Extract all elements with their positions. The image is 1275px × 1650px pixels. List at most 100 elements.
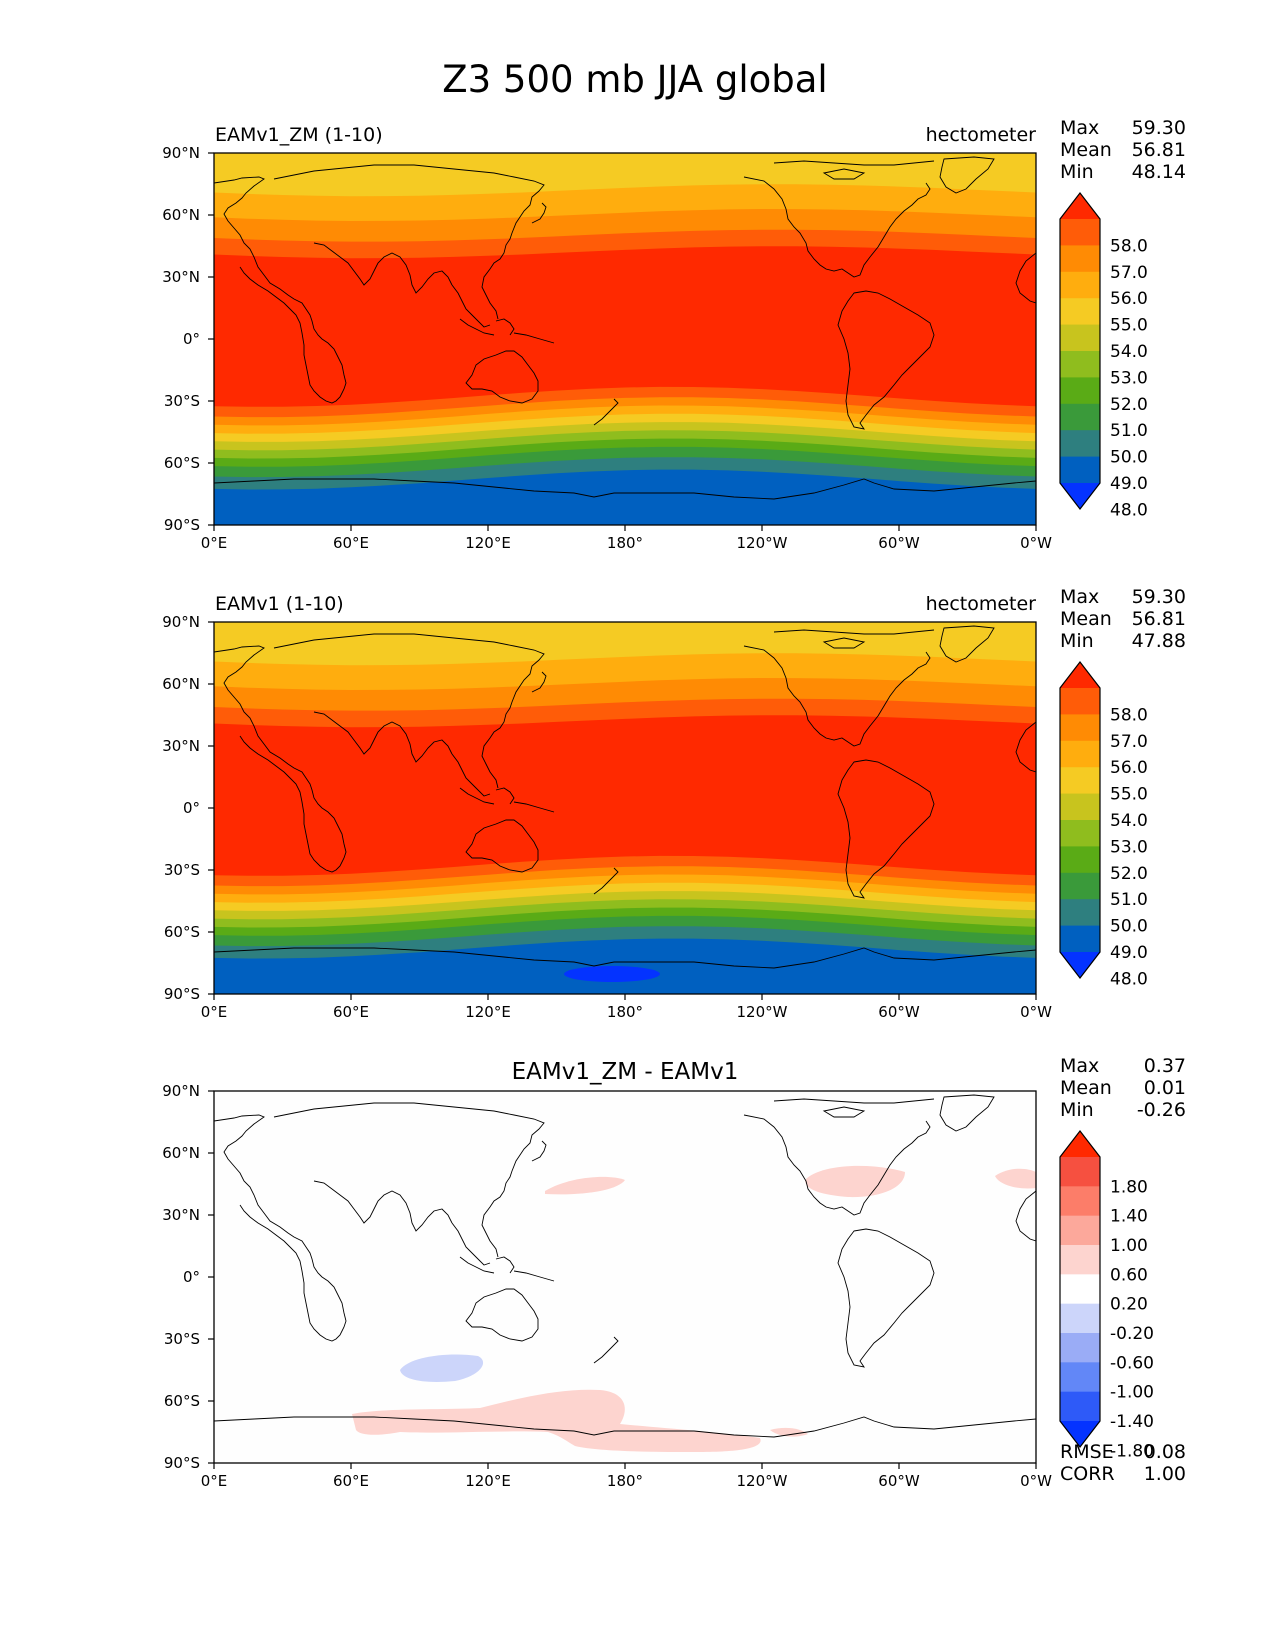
figure-title: Z3 500 mb JJA global xyxy=(442,58,827,101)
panel-2: EAMv1 (1-10) hectometer 90°N 60°N 30°N 0° 30… xyxy=(162,586,1186,1021)
lat-tick-label: 60°N xyxy=(162,675,200,693)
lat-tick-label: 30°S xyxy=(164,1330,200,1348)
colorbar-segment xyxy=(1060,846,1100,874)
stat-label: Max xyxy=(1060,586,1099,608)
colorbar-label: 56.0 xyxy=(1110,289,1148,309)
lat-tick-label: 60°S xyxy=(164,923,200,941)
colorbar-label: 53.0 xyxy=(1110,837,1148,857)
colorbar-segment xyxy=(1060,351,1100,378)
lon-tick-label: 60°E xyxy=(333,1472,369,1490)
panel-3-background xyxy=(214,1091,1036,1463)
colorbar-label: 50.0 xyxy=(1110,917,1148,937)
panel-1-bands xyxy=(214,153,1036,525)
colorbar-segment xyxy=(1060,219,1100,246)
lon-tick-label: 0°E xyxy=(201,1003,228,1021)
colorbar-label: 1.80 xyxy=(1110,1177,1148,1197)
panel-3-stats: Max Mean Min 0.37 0.01 -0.26 xyxy=(1060,1055,1186,1121)
panel-2-low-minimum xyxy=(564,966,660,982)
stat-label: Mean xyxy=(1060,608,1112,630)
panel-1-colorbar: 58.0 57.0 56.0 55.0 54.0 53.0 52.0 51.0 50.0 49.0… xyxy=(1059,192,1148,520)
colorbar-label: 0.20 xyxy=(1110,1295,1148,1315)
metric-label: RMSE xyxy=(1060,1441,1114,1463)
colorbar-segment xyxy=(1060,1215,1100,1246)
colorbar-segment xyxy=(1060,925,1100,953)
panel-3: EAMv1_ZM - EAMv1 90°N60°N30°N0°30°S60°S9… xyxy=(162,1055,1186,1490)
colorbar-label: 52.0 xyxy=(1110,395,1148,415)
panel-2-bands xyxy=(214,622,1036,994)
stat-value: 56.81 xyxy=(1132,608,1186,630)
stat-label: Mean xyxy=(1060,139,1112,161)
stat-label: Min xyxy=(1060,1099,1094,1121)
colorbar-label: 51.0 xyxy=(1110,890,1148,910)
lon-tick-label: 0°E xyxy=(201,534,228,552)
panel-3-colorbar: 1.80 1.40 1.00 0.60 0.20 -0.20 -0.60 -1.00 -1.40… xyxy=(1059,1130,1154,1461)
lat-tick-label: 90°S xyxy=(164,516,200,534)
lon-tick-label: 0°W xyxy=(1020,1472,1052,1490)
colorbar-label: 48.0 xyxy=(1110,500,1148,520)
colorbar-segment xyxy=(1060,899,1100,927)
panel-1-map xyxy=(214,153,1036,525)
colorbar-label: 56.0 xyxy=(1110,758,1148,778)
colorbar-label: 57.0 xyxy=(1110,263,1148,283)
colorbar-label: 58.0 xyxy=(1110,705,1148,725)
colorbar-label: 55.0 xyxy=(1110,785,1148,805)
panel-2-axes: 90°N 60°N 30°N 0° 30°S 60°S 90°S0°E 60°E 120°E 18… xyxy=(162,613,1052,1021)
negative-anomaly xyxy=(400,1354,484,1382)
lon-tick-label: 120°W xyxy=(737,1003,788,1021)
positive-anomaly xyxy=(545,1176,625,1195)
colorbar-segment xyxy=(1060,1391,1100,1422)
lat-tick-label: 90°S xyxy=(164,985,200,1003)
colorbar-segment xyxy=(1060,456,1100,484)
metric-label: CORR xyxy=(1060,1463,1115,1485)
lat-tick-label: 30°N xyxy=(162,1206,200,1224)
lat-tick-label: 60°S xyxy=(164,454,200,472)
lon-tick-label: 120°E xyxy=(465,1472,511,1490)
positive-anomaly xyxy=(352,1389,761,1452)
colorbar-segment xyxy=(1060,271,1100,299)
lon-tick-label: 120°W xyxy=(737,1472,788,1490)
lat-tick-label: 60°N xyxy=(162,1144,200,1162)
colorbar-label: 57.0 xyxy=(1110,732,1148,752)
colorbar-extend-min xyxy=(1060,1421,1100,1447)
colorbar-segment xyxy=(1060,1362,1100,1393)
panel-2-title-left: EAMv1 (1-10) xyxy=(215,593,344,615)
colorbar-segment xyxy=(1060,1186,1100,1217)
panel-3-map xyxy=(214,1091,1036,1463)
stat-value: 59.30 xyxy=(1132,117,1186,139)
colorbar-outline xyxy=(1059,661,1101,979)
panel-3-axes: 90°N 60°N 30°N 0° 30°S 60°S 90°S0°E 60°E 120°E 18… xyxy=(162,1082,1052,1490)
positive-anomaly xyxy=(995,1168,1036,1189)
colorbar-label: 0.60 xyxy=(1110,1265,1148,1285)
colorbar-label: 50.0 xyxy=(1110,448,1148,468)
panel-3-metrics: RMSE CORR 0.08 1.00 xyxy=(1060,1441,1186,1485)
colorbar-label: 1.00 xyxy=(1110,1236,1148,1256)
panel-1-axes: 90°N 60°N 30°N 0° 30°S 60°S 90°S0°E 60°E 120°E 18… xyxy=(162,144,1052,552)
stat-value: -0.26 xyxy=(1137,1099,1186,1121)
positive-anomaly xyxy=(805,1165,905,1198)
lat-tick-label: 60°S xyxy=(164,1392,200,1410)
contour-band xyxy=(214,469,1036,525)
colorbar-segment xyxy=(1060,740,1100,768)
colorbar-extend-min xyxy=(1060,483,1100,509)
colorbar-segment xyxy=(1060,245,1100,273)
lon-tick-label: 0°W xyxy=(1020,1003,1052,1021)
stat-label: Max xyxy=(1060,1055,1099,1077)
colorbar-label: 49.0 xyxy=(1110,943,1148,963)
lat-tick-label: 0° xyxy=(183,799,200,817)
colorbar-label: 49.0 xyxy=(1110,474,1148,494)
lon-tick-label: 60°W xyxy=(878,1003,920,1021)
colorbar-segment xyxy=(1060,298,1100,326)
lat-tick-label: 30°N xyxy=(162,268,200,286)
lat-tick-label: 0° xyxy=(183,1268,200,1286)
colorbar-segment xyxy=(1060,377,1100,405)
colorbar-segment xyxy=(1060,1157,1100,1187)
lat-tick-label: 90°N xyxy=(162,613,200,631)
colorbar-label: -0.60 xyxy=(1110,1353,1154,1373)
colorbar-label: -1.80 xyxy=(1110,1441,1154,1461)
lon-tick-label: 60°E xyxy=(333,1003,369,1021)
colorbar-segment xyxy=(1060,324,1100,352)
panel-2-stats: Max Mean Min 59.30 56.81 47.88 xyxy=(1060,586,1186,652)
lon-tick-label: 180° xyxy=(607,1472,643,1490)
lon-tick-label: 120°E xyxy=(465,534,511,552)
